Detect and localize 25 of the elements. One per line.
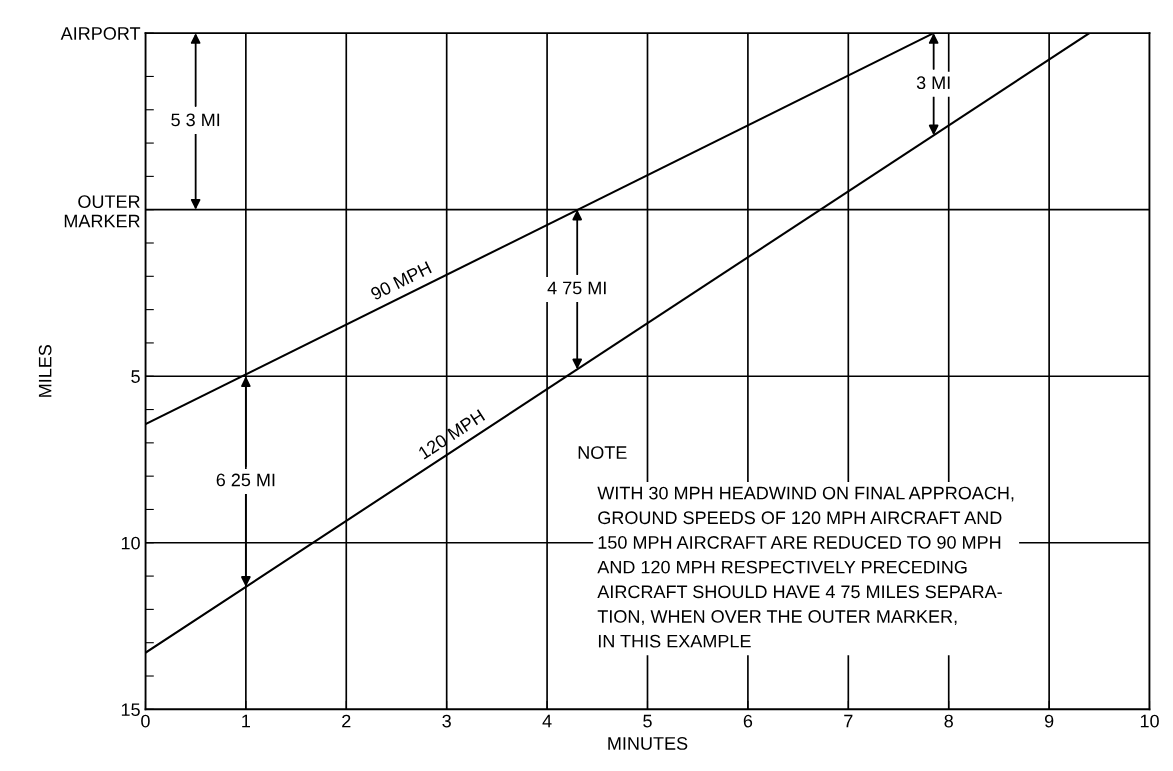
y-tick-label: 15 (121, 703, 140, 717)
x-tick-label: 0 (141, 714, 150, 728)
annotation: WITH 30 MPH HEADWIND ON FINAL APPROACH, GROUND SPEEDS OF 120 MPH AIRCRAFT AND 150 MPH AIRCRAFT ARE REDUCED TO 90 MPH AND 120 MPH RESPECTIVELY PRECEDING AIRCRAFT SHOULD HAVE 4 75 MILES SEPARA- TION, WHEN OVER THE OUTER MARKER, IN THIS EXAMPLE (597, 486, 1014, 648)
x-tick-label: 8 (944, 714, 953, 728)
x-tick-label: 5 (643, 714, 652, 728)
x-tick-label: 2 (342, 714, 351, 728)
x-tick-label: 6 (743, 714, 753, 728)
y-tick-label: 10 (121, 536, 140, 550)
y-tick-label: OUTER MARKER (64, 195, 140, 228)
y-axis-title: MILES (38, 344, 52, 397)
annotation: 6 25 MI (216, 473, 275, 487)
x-tick-label: 1 (242, 714, 250, 728)
x-tick-label: 4 (542, 714, 552, 728)
y-tick-label: 5 (131, 370, 140, 383)
x-tick-label: 3 (442, 714, 451, 728)
x-tick-label: 10 (1140, 714, 1159, 728)
y-tick-label: AIRPORT (60, 27, 141, 40)
x-tick-label: 7 (844, 714, 853, 728)
annotation: 5 3 MI (171, 113, 220, 127)
x-tick-label: 9 (1044, 714, 1054, 728)
x-axis-title: MINUTES (608, 737, 688, 750)
annotation: NOTE (578, 446, 627, 459)
text: 90 MPH (369, 261, 432, 301)
annotation: 4 75 MI (547, 281, 606, 295)
annotation: 3 MI (916, 76, 950, 90)
